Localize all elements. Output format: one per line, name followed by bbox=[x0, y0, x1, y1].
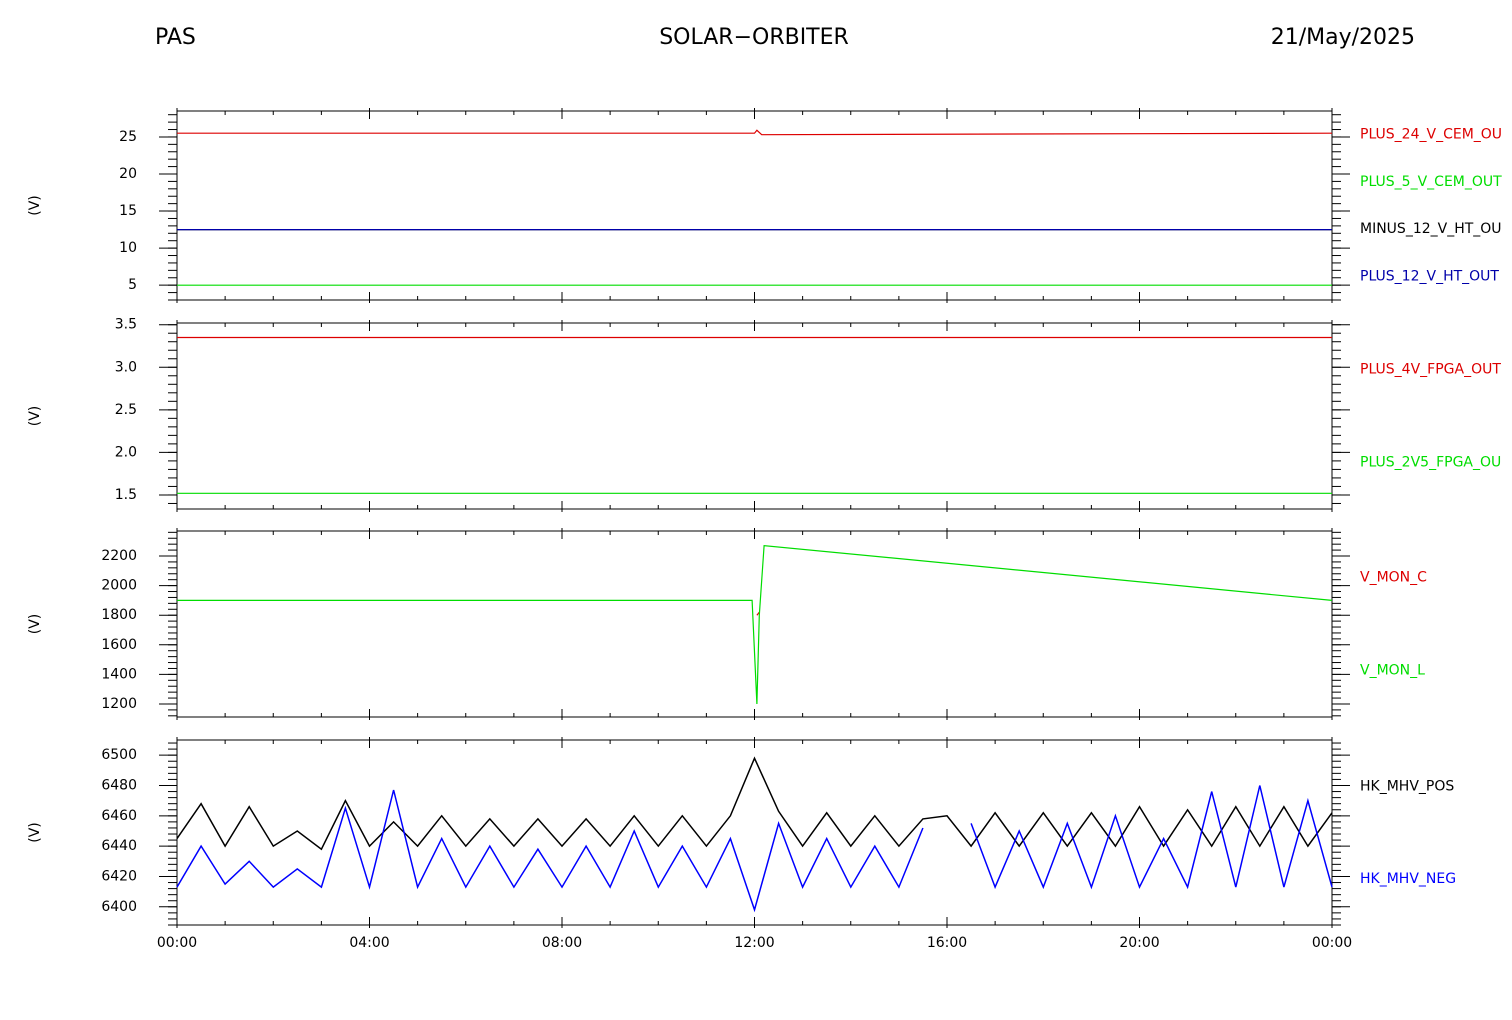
y-tick-label: 1400 bbox=[101, 666, 137, 682]
x-tick-label: 08:00 bbox=[542, 935, 582, 951]
y-tick-label: 6420 bbox=[101, 868, 137, 884]
y-tick-label: 10 bbox=[119, 240, 137, 256]
y-tick-label: 3.0 bbox=[115, 359, 137, 375]
y-tick-label: 2.5 bbox=[115, 402, 137, 418]
y-axis-label: (V) bbox=[27, 195, 43, 216]
x-tick-label: 16:00 bbox=[927, 935, 967, 951]
plot-frame bbox=[176, 110, 1333, 301]
x-tick-label: 20:00 bbox=[1119, 935, 1159, 951]
legend-label: PLUS_24_V_CEM_OU bbox=[1360, 127, 1502, 143]
y-tick-label: 15 bbox=[119, 203, 137, 219]
y-tick-label: 1800 bbox=[101, 607, 137, 623]
series-line bbox=[176, 756, 1333, 851]
header-left: PAS bbox=[155, 25, 196, 50]
header-date: 21/May/2025 bbox=[1271, 25, 1415, 50]
y-axis-label: (V) bbox=[27, 822, 43, 843]
y-tick-label: 20 bbox=[119, 166, 137, 182]
legend-label: MINUS_12_V_HT_OU bbox=[1360, 221, 1502, 237]
legend-label: V_MON_L bbox=[1360, 663, 1425, 679]
x-tick-label: 00:00 bbox=[157, 935, 197, 951]
y-tick-label: 6440 bbox=[101, 838, 137, 854]
y-tick-label: 2.0 bbox=[115, 444, 137, 460]
plot-frame bbox=[176, 530, 1333, 718]
legend-label: HK_MHV_NEG bbox=[1360, 871, 1456, 887]
legend-label: HK_MHV_POS bbox=[1360, 778, 1454, 794]
y-axis-label: (V) bbox=[27, 614, 43, 635]
y-tick-label: 1600 bbox=[101, 637, 137, 653]
chart-title: SOLAR−ORBITER bbox=[659, 25, 849, 50]
y-tick-label: 25 bbox=[119, 129, 137, 145]
y-tick-label: 6500 bbox=[101, 747, 137, 763]
series-line bbox=[177, 129, 1333, 136]
y-tick-label: 2200 bbox=[101, 548, 137, 564]
y-tick-label: 1.5 bbox=[115, 487, 137, 503]
plot-frame bbox=[176, 739, 1333, 926]
legend-label: PLUS_2V5_FPGA_OU bbox=[1360, 455, 1501, 471]
y-tick-label: 6460 bbox=[101, 808, 137, 824]
x-tick-label: 12:00 bbox=[734, 935, 774, 951]
y-tick-label: 6480 bbox=[101, 777, 137, 793]
x-tick-label: 00:00 bbox=[1312, 935, 1352, 951]
y-axis-label: (V) bbox=[27, 406, 43, 427]
y-tick-label: 6400 bbox=[101, 899, 137, 915]
y-tick-label: 1200 bbox=[101, 696, 137, 712]
y-tick-label: 3.5 bbox=[115, 317, 137, 333]
y-tick-label: 5 bbox=[128, 277, 137, 293]
legend-label: PLUS_12_V_HT_OUT bbox=[1360, 268, 1499, 284]
legend-label: PLUS_4V_FPGA_OUT bbox=[1360, 362, 1501, 378]
x-tick-label: 04:00 bbox=[349, 935, 389, 951]
series-line bbox=[176, 785, 1333, 913]
legend-label: PLUS_5_V_CEM_OUT bbox=[1360, 174, 1502, 190]
y-tick-label: 2000 bbox=[101, 578, 137, 594]
series-line bbox=[177, 544, 1333, 705]
plot-frame bbox=[176, 322, 1333, 510]
legend-label: V_MON_C bbox=[1360, 570, 1427, 586]
